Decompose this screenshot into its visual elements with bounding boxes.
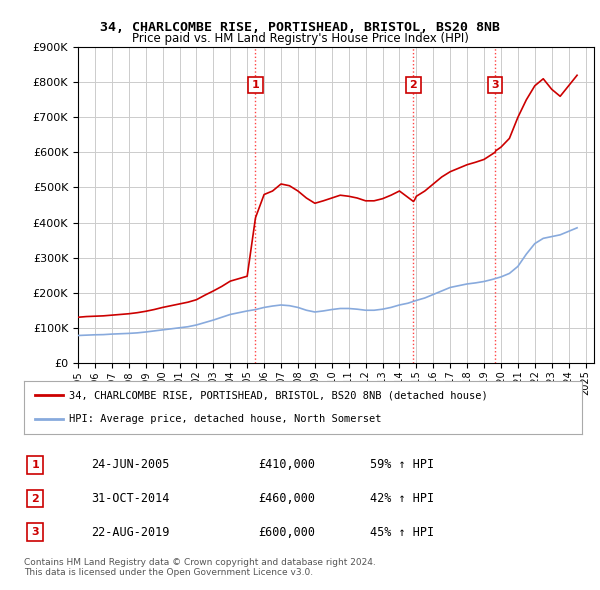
Text: 2: 2 (31, 494, 39, 503)
Text: 22-AUG-2019: 22-AUG-2019 (91, 526, 169, 539)
Text: HPI: Average price, detached house, North Somerset: HPI: Average price, detached house, Nort… (68, 414, 381, 424)
Text: 1: 1 (251, 80, 259, 90)
Text: This data is licensed under the Open Government Licence v3.0.: This data is licensed under the Open Gov… (24, 568, 313, 576)
Text: Contains HM Land Registry data © Crown copyright and database right 2024.: Contains HM Land Registry data © Crown c… (24, 558, 376, 566)
Text: 45% ↑ HPI: 45% ↑ HPI (370, 526, 434, 539)
Text: 34, CHARLCOMBE RISE, PORTISHEAD, BRISTOL, BS20 8NB: 34, CHARLCOMBE RISE, PORTISHEAD, BRISTOL… (100, 21, 500, 34)
Text: £410,000: £410,000 (259, 458, 316, 471)
Text: 2: 2 (410, 80, 418, 90)
Text: 31-OCT-2014: 31-OCT-2014 (91, 492, 169, 505)
Text: 34, CHARLCOMBE RISE, PORTISHEAD, BRISTOL, BS20 8NB (detached house): 34, CHARLCOMBE RISE, PORTISHEAD, BRISTOL… (68, 391, 487, 401)
Text: Price paid vs. HM Land Registry's House Price Index (HPI): Price paid vs. HM Land Registry's House … (131, 32, 469, 45)
Text: £600,000: £600,000 (259, 526, 316, 539)
Text: 3: 3 (491, 80, 499, 90)
Text: 3: 3 (31, 527, 39, 537)
Text: 24-JUN-2005: 24-JUN-2005 (91, 458, 169, 471)
Text: 59% ↑ HPI: 59% ↑ HPI (370, 458, 434, 471)
Text: 42% ↑ HPI: 42% ↑ HPI (370, 492, 434, 505)
Text: 1: 1 (31, 460, 39, 470)
Text: £460,000: £460,000 (259, 492, 316, 505)
